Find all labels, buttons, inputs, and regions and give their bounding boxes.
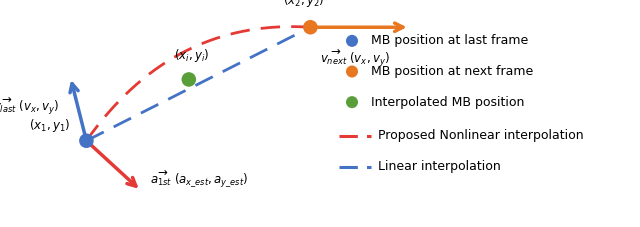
Text: Interpolated MB position: Interpolated MB position xyxy=(371,96,525,109)
Text: $\overrightarrow{v_{next}}$ $(v_x, v_y)$: $\overrightarrow{v_{next}}$ $(v_x, v_y)$ xyxy=(320,48,390,69)
Text: Proposed Nonlinear interpolation: Proposed Nonlinear interpolation xyxy=(378,129,583,142)
Text: $\overrightarrow{v_{last}}$ $(v_x, v_y)$: $\overrightarrow{v_{last}}$ $(v_x, v_y)$ xyxy=(0,95,60,117)
Text: MB position at next frame: MB position at next frame xyxy=(371,65,534,78)
Point xyxy=(347,39,357,43)
Point xyxy=(81,139,92,143)
Text: $(x_2, y_2)$: $(x_2, y_2)$ xyxy=(284,0,324,9)
Text: Linear interpolation: Linear interpolation xyxy=(378,160,500,173)
Point xyxy=(184,78,194,81)
Point xyxy=(305,25,316,29)
Text: MB position at last frame: MB position at last frame xyxy=(371,34,529,47)
Text: $\overrightarrow{a_{1st}}$ $(a_{x\_est}, a_{y\_est})$: $\overrightarrow{a_{1st}}$ $(a_{x\_est},… xyxy=(150,168,249,190)
Point xyxy=(347,70,357,73)
Text: $(x_i, y_i)$: $(x_i, y_i)$ xyxy=(174,47,210,64)
Text: $(x_1, y_1)$: $(x_1, y_1)$ xyxy=(29,117,70,134)
Point xyxy=(347,100,357,104)
